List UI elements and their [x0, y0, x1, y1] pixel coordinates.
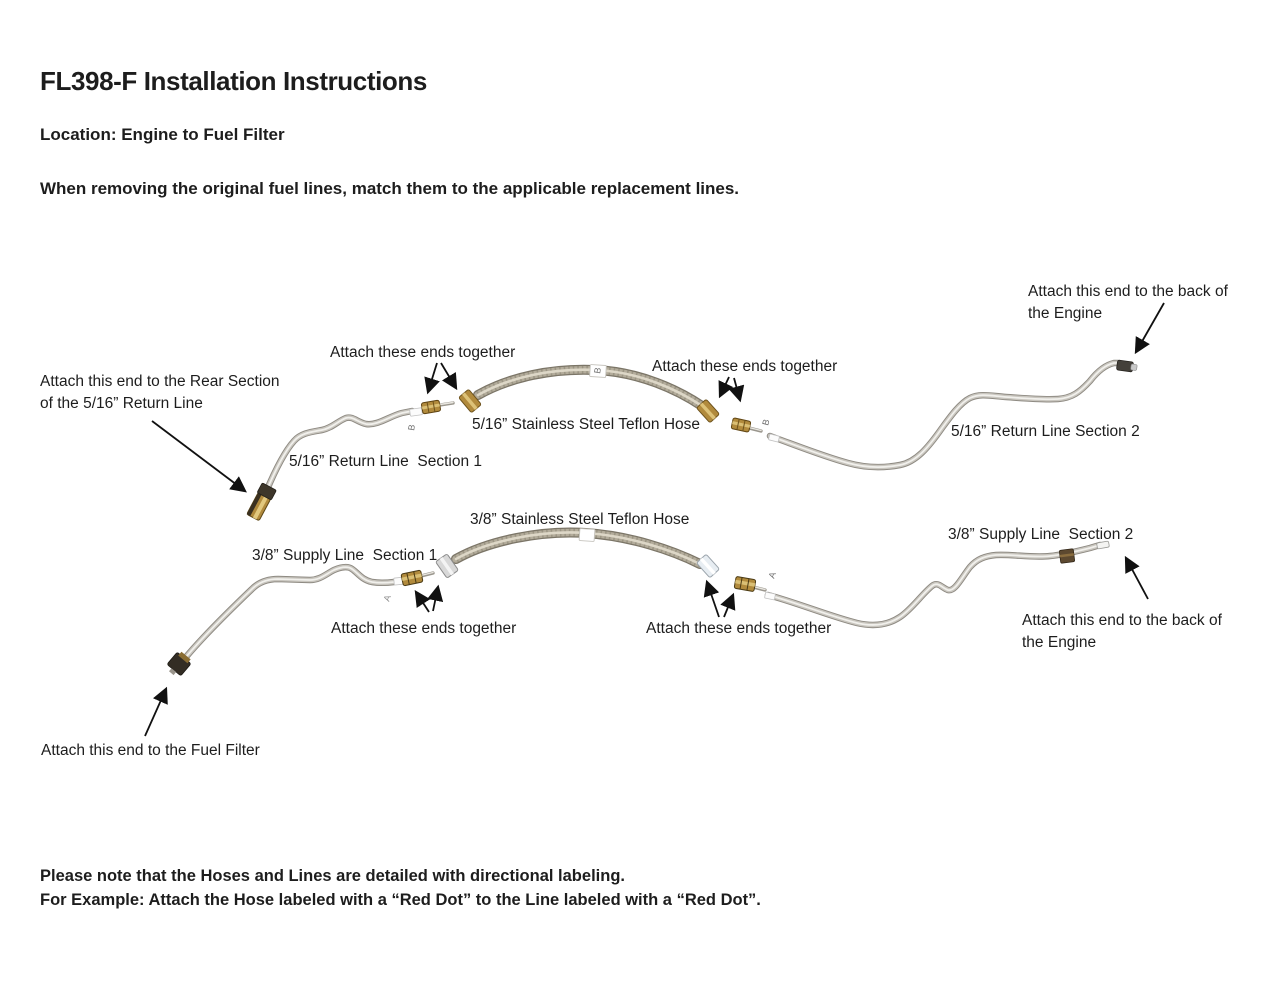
footer-note: Please note that the Hoses and Lines are… — [40, 864, 761, 912]
intro-line: When removing the original fuel lines, m… — [40, 179, 740, 198]
hose-516-right-fitting — [696, 399, 720, 423]
teflon-hose-38 — [456, 533, 700, 564]
return-line-1-flare-nut — [420, 399, 442, 415]
supply-line-section-1-tube — [186, 567, 394, 657]
return-line-section-1-tube — [266, 411, 412, 492]
supply-line-2-clamp — [1059, 548, 1075, 564]
direction-marker: A — [766, 571, 777, 580]
label-attach-back-engine-bottom: Attach this end to the back of — [1022, 612, 1223, 629]
label-attach-back-engine-top-2: the Engine — [1028, 305, 1102, 322]
label-attach-rear-section: Attach this end to the Rear Section — [40, 373, 280, 390]
label-attach-back-engine-top: Attach this end to the back of — [1028, 283, 1229, 300]
return-line-1-end-sleeve — [409, 407, 423, 417]
label-hose-516: 5/16” Stainless Steel Teflon Hose — [472, 416, 700, 433]
label-attach-ends-together-top-left: Attach these ends together — [330, 344, 515, 361]
page-title: FL398-F Installation Instructions — [40, 66, 427, 96]
return-line-section-2-tube — [770, 363, 1118, 467]
hose-38-left-fitting — [435, 554, 459, 578]
supply-line-1-flare-nut — [400, 569, 424, 587]
label-return-line-section-1: 5/16” Return Line Section 1 — [289, 453, 482, 470]
footer-line-2: For Example: Attach the Hose labeled wit… — [40, 891, 761, 909]
label-attach-ends-together-bottom-right: Attach these ends together — [646, 620, 831, 637]
return-line-2-engine-fitting — [1116, 359, 1138, 373]
label-attach-ends-together-top-right: Attach these ends together — [652, 358, 837, 375]
hose-38-label-band — [578, 528, 596, 542]
arrow-ends-together-3b — [427, 584, 444, 612]
label-attach-ends-together-bottom-left: Attach these ends together — [331, 620, 516, 637]
arrow-ends-together-3a — [414, 589, 431, 613]
arrow-to-rear-section-end — [151, 420, 247, 493]
supply-line-2-flare-nut — [733, 576, 757, 592]
location-line: Location: Engine to Fuel Filter — [40, 125, 285, 144]
hose-516-label-band — [589, 364, 607, 378]
label-attach-rear-section-2: of the 5/16” Return Line — [40, 395, 203, 412]
arrow-ends-together-1a — [424, 362, 440, 395]
hose-38-right-fitting — [696, 554, 720, 578]
return-line-1-nut-tip-highlight — [439, 401, 454, 406]
hose-516-left-fitting — [458, 389, 482, 413]
return-line-2-flare-nut — [730, 417, 752, 433]
arrow-ends-together-4b — [720, 592, 736, 618]
label-return-line-section-2: 5/16” Return Line Section 2 — [951, 423, 1140, 440]
supply-line-2-open-end — [1096, 540, 1110, 550]
return-line-1-rear-fitting — [246, 482, 277, 521]
label-hose-38: 3/8” Stainless Steel Teflon Hose — [470, 511, 689, 528]
label-supply-line-section-2: 3/8” Supply Line Section 2 — [948, 526, 1133, 543]
direction-marker: B — [406, 424, 417, 432]
return-line-2-nut-tip-highlight — [748, 426, 762, 432]
arrow-to-fuel-filter-end — [144, 686, 168, 737]
return-line-2-start-sleeve — [768, 433, 780, 443]
arrow-ends-together-2a — [718, 376, 734, 399]
arrow-ends-together-1b — [440, 362, 458, 391]
supply-line-1-fuel-filter-fitting — [167, 651, 191, 676]
arrow-to-engine-end-top — [1134, 302, 1165, 355]
arrow-ends-together-4a — [703, 579, 720, 618]
label-attach-back-engine-bottom-2: the Engine — [1022, 634, 1096, 651]
label-supply-line-section-1: 3/8” Supply Line Section 1 — [252, 547, 437, 564]
label-attach-fuel-filter: Attach this end to the Fuel Filter — [41, 742, 260, 759]
supply-line-1-nut-tip-highlight — [420, 571, 434, 577]
footer-line-1: Please note that the Hoses and Lines are… — [40, 867, 625, 885]
direction-marker: B — [592, 367, 603, 375]
arrow-to-engine-end-bottom — [1124, 555, 1149, 600]
direction-marker: B — [760, 418, 771, 426]
arrow-ends-together-2b — [728, 377, 745, 403]
supply-line-2-start-sleeve — [764, 591, 776, 601]
direction-marker: A — [381, 594, 392, 603]
